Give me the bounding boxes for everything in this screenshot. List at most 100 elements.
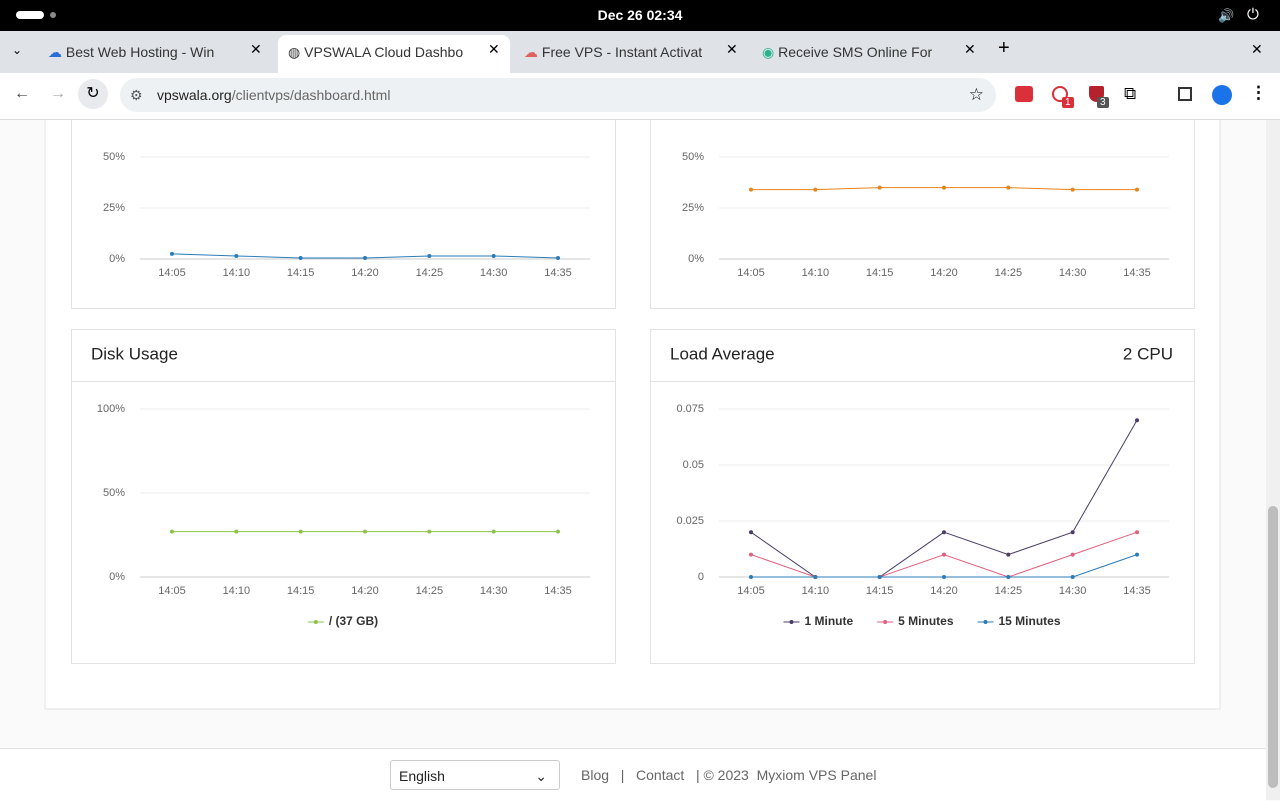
x-tick-label: 14:20 bbox=[351, 267, 379, 279]
data-point bbox=[234, 253, 239, 258]
tab-close[interactable]: ✕ bbox=[726, 41, 738, 57]
site-info[interactable]: ⚙ bbox=[130, 87, 143, 103]
legend-label: 15 Minutes bbox=[999, 614, 1061, 628]
address-bar[interactable]: ⚙ vpswala.org/clientvps/dashboard.html ☆ bbox=[120, 78, 996, 112]
x-tick-label: 14:15 bbox=[866, 267, 894, 279]
volume-icon[interactable]: 🔊 bbox=[1218, 8, 1235, 23]
menu[interactable]: ⋮ bbox=[1250, 83, 1267, 102]
profile[interactable] bbox=[1212, 85, 1232, 105]
card-title: Disk Usage bbox=[91, 344, 178, 363]
data-point bbox=[942, 185, 946, 190]
data-point bbox=[1070, 530, 1075, 535]
language: English bbox=[399, 768, 445, 784]
tab[interactable]: ◉ Receive SMS Online For bbox=[762, 44, 933, 60]
separator: | bbox=[620, 767, 625, 783]
card bbox=[71, 329, 616, 664]
data-point bbox=[556, 255, 560, 260]
x-tick-label: 14:20 bbox=[930, 585, 958, 597]
footer-links: Blog | Contact | © 2023 Myxiom VPS Panel bbox=[581, 767, 876, 783]
data-point bbox=[942, 575, 946, 579]
x-tick-label: 14:15 bbox=[866, 585, 894, 597]
legend-swatch-dot bbox=[313, 620, 318, 624]
x-tick-label: 14:35 bbox=[544, 267, 572, 279]
side-panel[interactable] bbox=[1178, 87, 1192, 101]
data-point bbox=[298, 255, 303, 260]
extensions-menu[interactable]: ⧉ bbox=[1124, 84, 1137, 103]
x-tick-label: 14:05 bbox=[158, 267, 186, 279]
data-point bbox=[749, 552, 753, 557]
y-tick-label: 0.075 bbox=[676, 403, 704, 415]
card bbox=[650, 329, 1195, 664]
forward[interactable]: → bbox=[50, 85, 66, 102]
y-tick-label: 50% bbox=[682, 151, 704, 163]
clock[interactable]: Dec 26 02:34 bbox=[597, 7, 683, 23]
x-tick-label: 14:30 bbox=[1059, 267, 1087, 279]
card-title: Load Average bbox=[670, 344, 775, 363]
activities[interactable] bbox=[16, 11, 44, 19]
data-point bbox=[491, 253, 496, 258]
x-tick-label: 14:10 bbox=[802, 585, 830, 597]
x-tick-label: 14:10 bbox=[802, 267, 830, 279]
data-point bbox=[1070, 575, 1075, 579]
data-point bbox=[1006, 185, 1011, 190]
legend: / (37 GB) bbox=[307, 614, 378, 628]
x-tick-label: 14:35 bbox=[1123, 267, 1151, 279]
back[interactable]: ← bbox=[14, 85, 30, 102]
reload[interactable]: ↻ bbox=[78, 79, 108, 109]
extension[interactable] bbox=[1052, 86, 1068, 102]
data-point bbox=[749, 530, 753, 535]
data-point bbox=[942, 530, 946, 535]
badge: 1 bbox=[1062, 97, 1074, 108]
data-point bbox=[170, 251, 174, 256]
legend-label: 1 Minute bbox=[804, 614, 853, 628]
data-point bbox=[749, 575, 753, 579]
x-tick-label: 14:30 bbox=[1059, 585, 1087, 597]
link[interactable]: Contact bbox=[636, 767, 685, 783]
data-point bbox=[234, 529, 239, 534]
x-tick-label: 14:30 bbox=[480, 267, 508, 279]
extension[interactable] bbox=[1015, 86, 1033, 102]
y-tick-label: 100% bbox=[97, 403, 125, 415]
legend-label: 5 Minutes bbox=[898, 614, 954, 628]
data-point bbox=[813, 575, 818, 579]
tab-title: Free VPS - Instant Activat bbox=[541, 44, 703, 60]
data-point bbox=[749, 187, 753, 192]
legend-swatch-dot bbox=[983, 620, 988, 624]
language-select[interactable]: English ⌄ bbox=[390, 760, 560, 790]
tab-close[interactable]: ✕ bbox=[488, 41, 500, 57]
legend-swatch-dot bbox=[789, 620, 794, 624]
tab-title: VPSWALA Cloud Dashbo bbox=[304, 44, 464, 60]
tab[interactable]: ☁ Best Web Hosting - Win bbox=[48, 44, 215, 60]
tab[interactable]: ☁ Free VPS - Instant Activat bbox=[524, 44, 703, 60]
data-point bbox=[170, 529, 174, 534]
tab-close[interactable]: ✕ bbox=[250, 41, 262, 57]
scrollbar-thumb[interactable] bbox=[1268, 506, 1278, 788]
window-close[interactable]: ✕ bbox=[1251, 41, 1263, 57]
brand: Myxiom VPS Panel bbox=[756, 767, 877, 783]
x-tick-label: 14:20 bbox=[930, 267, 958, 279]
link[interactable]: Blog bbox=[581, 767, 610, 783]
x-tick-label: 14:05 bbox=[158, 585, 186, 597]
x-tick-label: 14:25 bbox=[995, 585, 1023, 597]
data-point bbox=[1006, 552, 1011, 557]
data-point bbox=[1006, 575, 1011, 579]
bookmark[interactable]: ☆ bbox=[968, 85, 984, 104]
x-tick-label: 14:05 bbox=[737, 267, 765, 279]
tab-list-button[interactable]: ⌄ bbox=[12, 43, 23, 57]
url-path: /clientvps/dashboard.html bbox=[231, 87, 391, 103]
toolbar: ← → ↻ ⚙ vpswala.org/clientvps/dashboard.… bbox=[0, 73, 1280, 120]
tab-close[interactable]: ✕ bbox=[964, 41, 976, 57]
power-icon[interactable]: ⏻ bbox=[1247, 6, 1259, 23]
data-point bbox=[363, 255, 367, 260]
tab-title: Receive SMS Online For bbox=[778, 44, 933, 60]
legend: 1 Minute 5 Minutes 15 Minutes bbox=[783, 614, 1061, 628]
data-point bbox=[556, 529, 560, 534]
footer: English ⌄ Blog | Contact | © 2023 Myxiom … bbox=[0, 748, 1266, 801]
tab-title: Best Web Hosting - Win bbox=[65, 44, 215, 60]
card bbox=[650, 99, 1195, 309]
tab[interactable]: ◍ VPSWALA Cloud Dashbo bbox=[278, 35, 510, 73]
y-tick-label: 25% bbox=[682, 202, 704, 214]
new-tab[interactable]: + bbox=[998, 37, 1010, 59]
data-point bbox=[877, 185, 882, 190]
